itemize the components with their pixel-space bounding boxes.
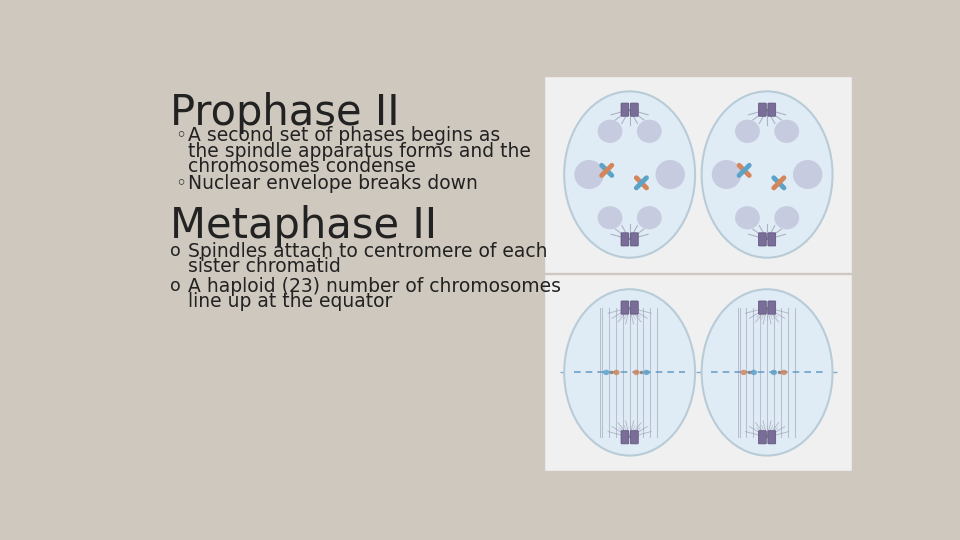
Text: Nuclear envelope breaks down: Nuclear envelope breaks down bbox=[188, 174, 478, 193]
Ellipse shape bbox=[771, 370, 777, 375]
FancyBboxPatch shape bbox=[768, 431, 776, 444]
Ellipse shape bbox=[574, 160, 604, 189]
FancyBboxPatch shape bbox=[631, 233, 638, 246]
Text: Metaphase II: Metaphase II bbox=[170, 205, 437, 247]
FancyBboxPatch shape bbox=[758, 103, 766, 116]
Ellipse shape bbox=[643, 370, 650, 375]
Ellipse shape bbox=[702, 289, 832, 456]
Ellipse shape bbox=[711, 160, 741, 189]
Ellipse shape bbox=[597, 120, 622, 143]
Ellipse shape bbox=[793, 160, 823, 189]
Ellipse shape bbox=[636, 206, 661, 230]
FancyBboxPatch shape bbox=[768, 233, 776, 246]
Text: o: o bbox=[170, 242, 180, 260]
FancyBboxPatch shape bbox=[758, 301, 766, 314]
Text: ◦: ◦ bbox=[175, 174, 185, 193]
Ellipse shape bbox=[603, 370, 610, 375]
FancyBboxPatch shape bbox=[768, 301, 776, 314]
FancyBboxPatch shape bbox=[631, 103, 638, 116]
Text: sister chromatid: sister chromatid bbox=[188, 257, 341, 276]
FancyBboxPatch shape bbox=[631, 431, 638, 444]
Ellipse shape bbox=[613, 370, 619, 375]
FancyBboxPatch shape bbox=[544, 274, 852, 470]
Ellipse shape bbox=[775, 120, 799, 143]
Ellipse shape bbox=[780, 370, 787, 375]
Text: the spindle apparatus forms and the: the spindle apparatus forms and the bbox=[188, 142, 531, 161]
Ellipse shape bbox=[775, 206, 799, 230]
FancyBboxPatch shape bbox=[621, 233, 629, 246]
Ellipse shape bbox=[636, 120, 661, 143]
FancyBboxPatch shape bbox=[758, 431, 766, 444]
Text: A haploid (23) number of chromosomes: A haploid (23) number of chromosomes bbox=[188, 276, 561, 295]
Ellipse shape bbox=[702, 91, 832, 258]
Ellipse shape bbox=[751, 370, 757, 375]
Ellipse shape bbox=[633, 370, 639, 375]
Text: chromosomes condense: chromosomes condense bbox=[188, 157, 416, 176]
Text: line up at the equator: line up at the equator bbox=[188, 292, 393, 311]
FancyBboxPatch shape bbox=[768, 103, 776, 116]
Ellipse shape bbox=[564, 91, 695, 258]
Ellipse shape bbox=[735, 206, 760, 230]
FancyBboxPatch shape bbox=[621, 301, 629, 314]
Text: A second set of phases begins as: A second set of phases begins as bbox=[188, 126, 500, 145]
Text: o: o bbox=[170, 276, 180, 294]
Ellipse shape bbox=[656, 160, 684, 189]
Ellipse shape bbox=[735, 120, 760, 143]
FancyBboxPatch shape bbox=[621, 103, 629, 116]
Text: ◦: ◦ bbox=[175, 126, 185, 145]
FancyBboxPatch shape bbox=[621, 431, 629, 444]
FancyBboxPatch shape bbox=[758, 233, 766, 246]
FancyBboxPatch shape bbox=[544, 76, 852, 273]
Text: Spindles attach to centromere of each: Spindles attach to centromere of each bbox=[188, 242, 547, 261]
Ellipse shape bbox=[740, 370, 747, 375]
Ellipse shape bbox=[597, 206, 622, 230]
FancyBboxPatch shape bbox=[631, 301, 638, 314]
Text: Prophase II: Prophase II bbox=[170, 92, 399, 134]
Ellipse shape bbox=[564, 289, 695, 456]
